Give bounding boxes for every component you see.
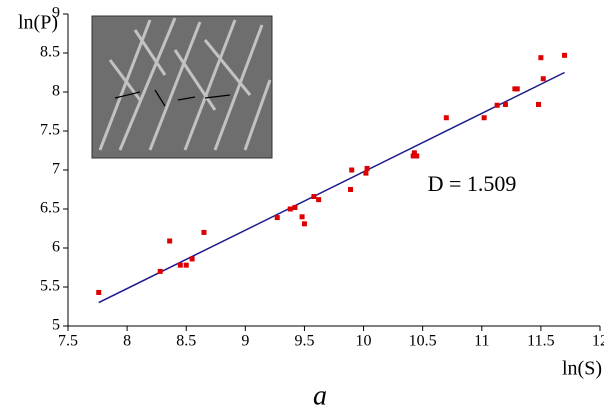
point [494, 102, 500, 108]
point [538, 55, 544, 61]
point [201, 229, 207, 235]
x-tick-label: 11.5 [527, 333, 554, 350]
point [189, 256, 195, 262]
point [540, 76, 546, 82]
point [410, 153, 416, 159]
y-tick-label: 8 [52, 83, 60, 100]
point [287, 206, 293, 212]
point [348, 187, 354, 192]
point [167, 238, 173, 244]
point [443, 115, 449, 121]
point [364, 165, 370, 171]
y-tick-label: 6.5 [40, 200, 60, 217]
x-tick-label: 8 [123, 333, 131, 350]
x-tick-label: 8.5 [176, 333, 196, 350]
point [411, 150, 417, 156]
point [299, 214, 305, 220]
point [363, 170, 369, 176]
x-tick-label: 10.5 [409, 333, 437, 350]
annotation: D = 1.509 [428, 171, 517, 196]
y-tick-label: 9 [52, 5, 60, 22]
point [514, 86, 520, 92]
y-tick-label: 6 [52, 239, 60, 256]
point [301, 221, 307, 227]
caption: a [313, 380, 327, 411]
point [183, 262, 189, 268]
inset-photo [91, 15, 273, 159]
point [316, 197, 322, 203]
point [177, 262, 183, 268]
point [292, 204, 298, 210]
point [414, 153, 420, 159]
point [311, 194, 317, 200]
y-tick-label: 8.5 [40, 44, 60, 61]
y-tick-label: 7.5 [40, 122, 60, 139]
point [96, 289, 102, 295]
x-tick-label: 7.5 [58, 333, 78, 350]
x-tick-label: 9 [241, 333, 249, 350]
point [562, 52, 568, 58]
point [274, 215, 280, 221]
fit-line [98, 71, 565, 304]
point [536, 101, 542, 107]
y-axis-label: ln(P) [18, 12, 58, 34]
x-tick-label: 12 [592, 333, 604, 350]
point [157, 268, 163, 274]
point [502, 101, 508, 107]
point [481, 115, 487, 121]
y-tick-label: 5 [52, 317, 60, 334]
x-tick-label: 9.5 [294, 333, 314, 350]
y-tick-label: 5.5 [40, 278, 60, 295]
x-tick-label: 10 [356, 333, 372, 350]
x-tick-label: 11 [474, 333, 489, 350]
x-axis-label: ln(S) [562, 358, 602, 380]
point [349, 167, 355, 173]
y-tick-label: 7 [52, 161, 60, 178]
